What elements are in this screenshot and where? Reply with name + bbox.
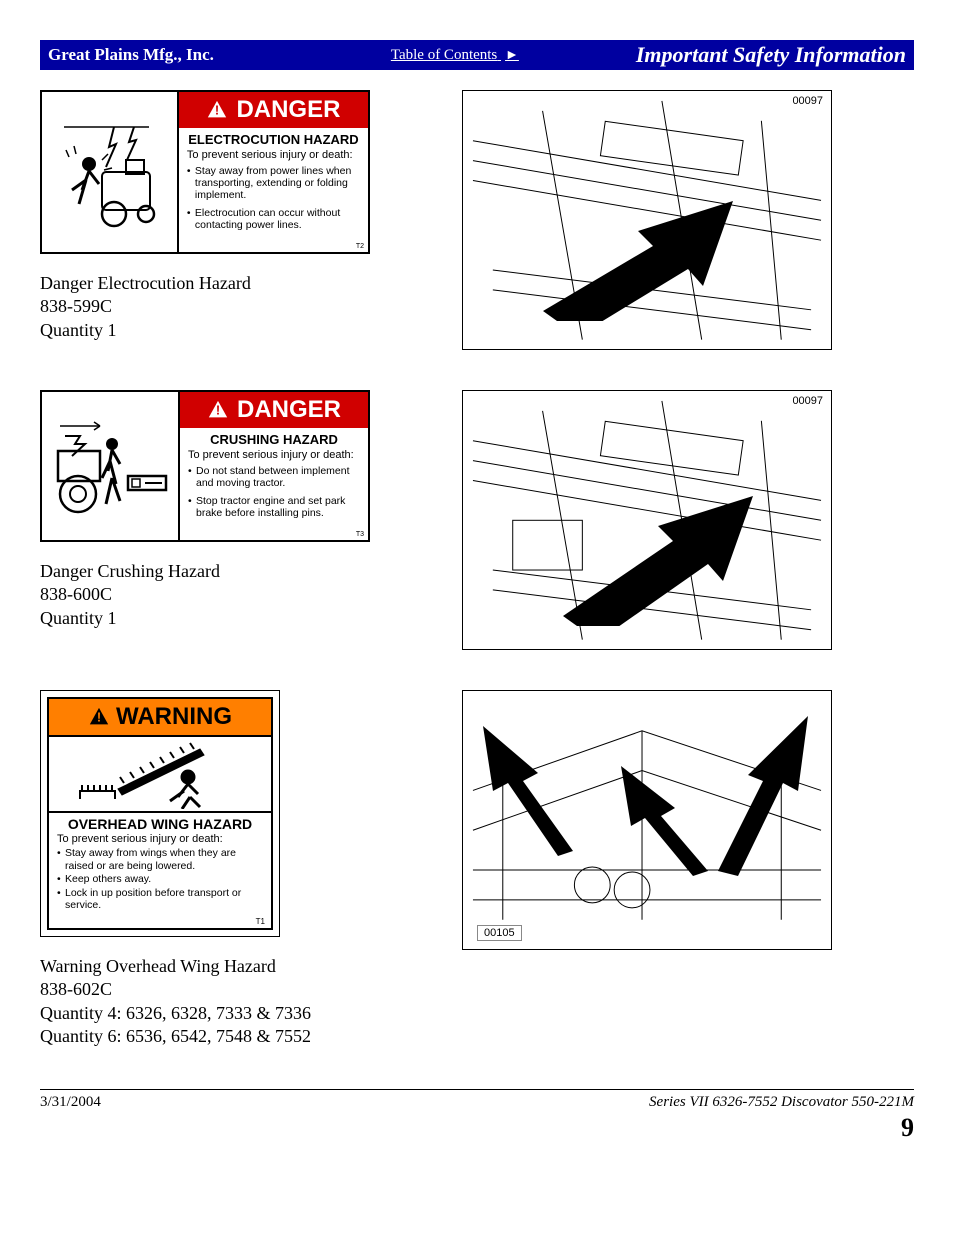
hazard-bullets: Stay away from wings when they are raise…: [49, 847, 271, 917]
hazard-bullets: Do not stand between implement and movin…: [180, 465, 368, 531]
warning-decal-overhead: ! WARNING OVERHEAD WING HAZARD: [40, 690, 280, 937]
overhead-wing-icon: [49, 735, 271, 813]
warning-word: WARNING: [116, 703, 232, 731]
desc-partno: 838-600C: [40, 583, 442, 606]
danger-decal-crushing: ! DANGER CRUSHING HAZARD To prevent seri…: [40, 390, 370, 542]
bullet: Stay away from power lines when transpor…: [187, 165, 360, 201]
svg-text:!: !: [216, 403, 220, 418]
danger-header: ! DANGER: [179, 92, 368, 128]
warning-triangle-icon: !: [206, 99, 228, 121]
section-title: Important Safety Information: [636, 42, 906, 68]
hazard-subtitle: To prevent serious injury or death:: [180, 449, 368, 465]
warning-header: ! WARNING: [49, 699, 271, 735]
page-header-bar: Great Plains Mfg., Inc. Table of Content…: [40, 40, 914, 70]
location-diagram-1: 00097: [462, 90, 832, 350]
bullet: Do not stand between implement and movin…: [188, 465, 360, 489]
bullet: Electrocution can occur without contacti…: [187, 207, 360, 231]
footer-date: 3/31/2004: [40, 1094, 101, 1111]
desc-partno: 838-602C: [40, 978, 442, 1001]
crushing-icon: [42, 392, 180, 540]
toc-arrow-icon: ►: [505, 48, 519, 63]
decal-code: T2: [179, 243, 368, 252]
warning-triangle-icon: !: [207, 399, 229, 421]
page-footer: 3/31/2004 Series VII 6326-7552 Discovato…: [40, 1094, 914, 1143]
hazard-title: ELECTROCUTION HAZARD: [179, 128, 368, 149]
danger-header: ! DANGER: [180, 392, 368, 428]
company-name: Great Plains Mfg., Inc.: [48, 45, 214, 65]
svg-text:!: !: [215, 103, 219, 118]
desc-qty1: Quantity 4: 6326, 6328, 7333 & 7336: [40, 1002, 442, 1025]
toc-label: Table of Contents: [391, 47, 497, 63]
desc-partno: 838-599C: [40, 295, 442, 318]
pointer-arrow-icon: [553, 486, 763, 626]
danger-word: DANGER: [237, 396, 341, 424]
bullet: Stop tractor engine and set park brake b…: [188, 495, 360, 519]
location-diagram-2: 00097: [462, 390, 832, 650]
bullet: Lock in up position before transport or …: [57, 887, 263, 912]
danger-word: DANGER: [236, 96, 340, 124]
hazard-subtitle: To prevent serious injury or death:: [49, 833, 271, 847]
pointer-arrow-icon: [473, 721, 593, 861]
hazard-bullets: Stay away from power lines when transpor…: [179, 165, 368, 243]
hazard-subtitle: To prevent serious injury or death:: [179, 149, 368, 165]
section-electrocution: ! DANGER ELECTROCUTION HAZARD To prevent…: [40, 90, 914, 350]
location-diagram-3: 00105: [462, 690, 832, 950]
desc-qty2: Quantity 6: 6536, 6542, 7548 & 7552: [40, 1025, 442, 1048]
section-overhead-wing: ! WARNING OVERHEAD WING HAZARD: [40, 690, 914, 1049]
bullet: Keep others away.: [57, 873, 263, 886]
decal-code: T3: [180, 531, 368, 540]
decal-description: Warning Overhead Wing Hazard 838-602C Qu…: [40, 955, 442, 1049]
footer-divider: [40, 1089, 914, 1090]
danger-decal-electrocution: ! DANGER ELECTROCUTION HAZARD To prevent…: [40, 90, 370, 254]
decal-description: Danger Electrocution Hazard 838-599C Qua…: [40, 272, 442, 342]
page-number: 9: [649, 1113, 914, 1143]
desc-qty: Quantity 1: [40, 319, 442, 342]
footer-doc-title: Series VII 6326-7552 Discovator 550-221M: [649, 1094, 914, 1111]
toc-link[interactable]: Table of Contents ►: [214, 47, 636, 64]
desc-title: Warning Overhead Wing Hazard: [40, 955, 442, 978]
warning-triangle-icon: !: [88, 706, 110, 728]
section-crushing: ! DANGER CRUSHING HAZARD To prevent seri…: [40, 390, 914, 650]
decal-description: Danger Crushing Hazard 838-600C Quantity…: [40, 560, 442, 630]
decal-code: T1: [49, 917, 271, 928]
desc-title: Danger Electrocution Hazard: [40, 272, 442, 295]
electrocution-icon: [42, 92, 179, 252]
desc-qty: Quantity 1: [40, 607, 442, 630]
hazard-title: OVERHEAD WING HAZARD: [49, 813, 271, 833]
desc-title: Danger Crushing Hazard: [40, 560, 442, 583]
svg-text:!: !: [97, 710, 101, 725]
pointer-arrow-icon: [533, 191, 743, 321]
bullet: Stay away from wings when they are raise…: [57, 847, 263, 872]
hazard-title: CRUSHING HAZARD: [180, 428, 368, 449]
pointer-arrow-icon: [703, 711, 823, 881]
